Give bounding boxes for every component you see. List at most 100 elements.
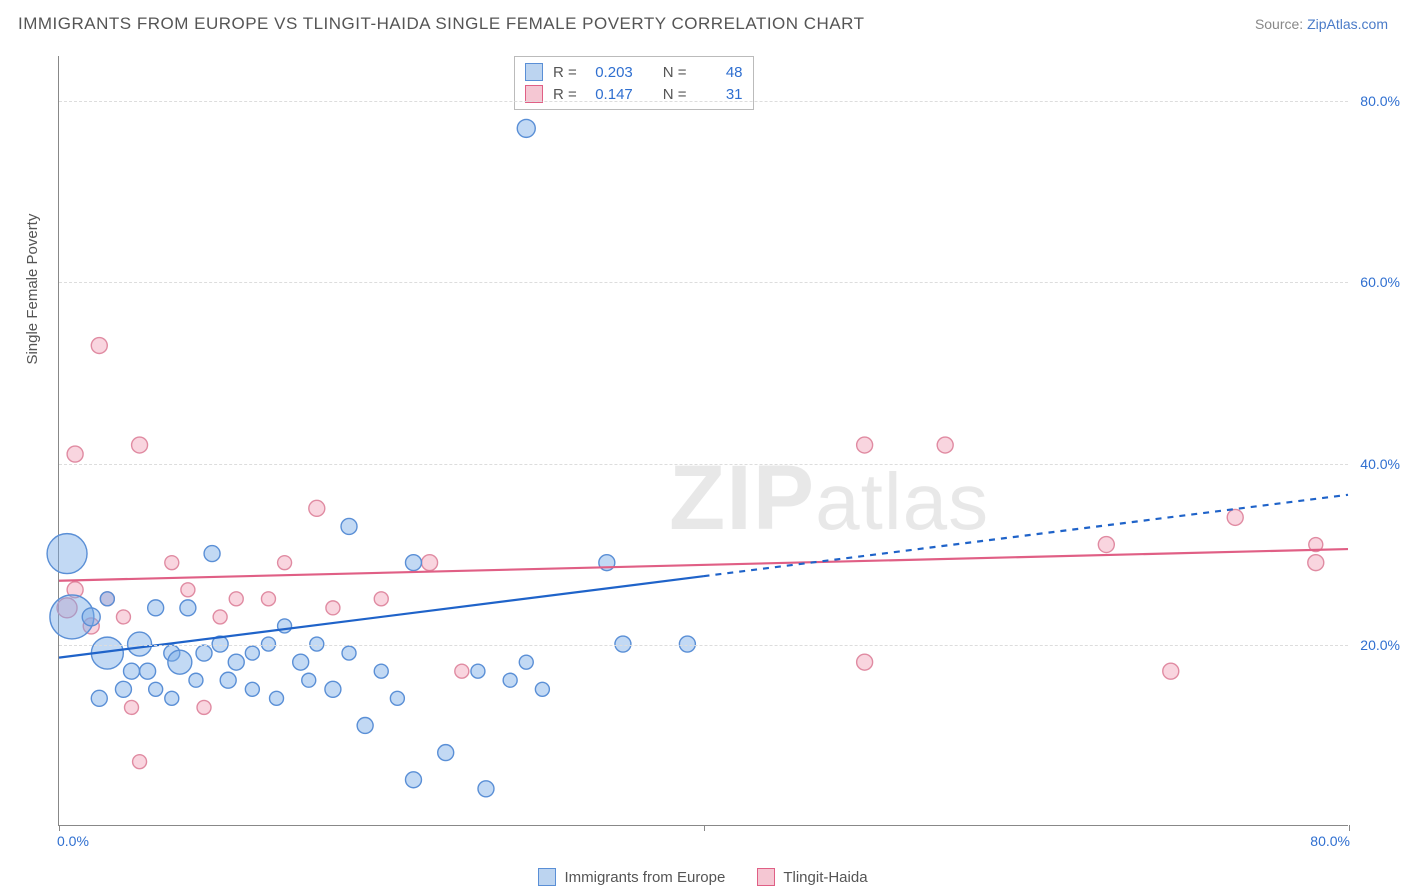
- data-point-europe: [302, 673, 316, 687]
- data-point-europe: [100, 592, 114, 606]
- r-label: R =: [553, 86, 577, 103]
- data-point-europe: [341, 518, 357, 534]
- data-point-europe: [204, 546, 220, 562]
- legend-item-tlingit: Tlingit-Haida: [757, 868, 867, 886]
- data-point-tlingit: [133, 755, 147, 769]
- chart-title: IMMIGRANTS FROM EUROPE VS TLINGIT-HAIDA …: [18, 14, 865, 34]
- data-point-tlingit: [374, 592, 388, 606]
- gridline: [59, 101, 1348, 102]
- data-point-europe: [278, 619, 292, 633]
- data-point-tlingit: [261, 592, 275, 606]
- data-point-europe: [168, 650, 192, 674]
- swatch-europe: [525, 63, 543, 81]
- n-value-tlingit: 31: [697, 86, 743, 103]
- data-point-tlingit: [278, 556, 292, 570]
- data-point-tlingit: [125, 700, 139, 714]
- source-link[interactable]: ZipAtlas.com: [1307, 16, 1388, 32]
- data-point-tlingit: [937, 437, 953, 453]
- x-tick-mark: [59, 825, 60, 831]
- data-point-europe: [148, 600, 164, 616]
- data-point-tlingit: [1308, 555, 1324, 571]
- data-point-europe: [438, 745, 454, 761]
- legend-swatch-europe: [538, 868, 556, 886]
- data-point-tlingit: [326, 601, 340, 615]
- data-point-tlingit: [181, 583, 195, 597]
- series-europe-group: [47, 119, 695, 796]
- y-tick-label: 20.0%: [1360, 637, 1400, 653]
- stats-row-europe: R = 0.203 N = 48: [523, 61, 745, 83]
- data-point-europe: [517, 119, 535, 137]
- data-point-europe: [405, 555, 421, 571]
- data-point-europe: [357, 717, 373, 733]
- y-tick-label: 80.0%: [1360, 93, 1400, 109]
- r-value-europe: 0.203: [587, 64, 633, 81]
- data-point-tlingit: [229, 592, 243, 606]
- data-point-tlingit: [91, 338, 107, 354]
- trend-line-europe-extrapolated: [704, 495, 1349, 576]
- chart-header: IMMIGRANTS FROM EUROPE VS TLINGIT-HAIDA …: [0, 0, 1406, 48]
- data-point-europe: [519, 655, 533, 669]
- legend-swatch-tlingit: [757, 868, 775, 886]
- data-point-europe: [405, 772, 421, 788]
- data-point-europe: [270, 691, 284, 705]
- plot-area: ZIPatlas R = 0.203 N = 48 R = 0.147 N = …: [58, 56, 1348, 826]
- data-point-europe: [478, 781, 494, 797]
- data-point-tlingit: [116, 610, 130, 624]
- data-point-tlingit: [857, 437, 873, 453]
- data-point-europe: [180, 600, 196, 616]
- data-point-tlingit: [213, 610, 227, 624]
- data-point-tlingit: [165, 556, 179, 570]
- data-point-europe: [342, 646, 356, 660]
- data-point-europe: [374, 664, 388, 678]
- x-tick-right: 80.0%: [1310, 833, 1350, 849]
- gridline: [59, 645, 1348, 646]
- data-point-tlingit: [309, 500, 325, 516]
- data-point-europe: [124, 663, 140, 679]
- n-label: N =: [663, 86, 687, 103]
- n-label: N =: [663, 64, 687, 81]
- source-prefix: Source:: [1255, 16, 1307, 32]
- data-point-europe: [245, 682, 259, 696]
- data-point-europe: [220, 672, 236, 688]
- data-point-europe: [47, 534, 87, 574]
- data-point-tlingit: [1227, 509, 1243, 525]
- data-point-europe: [165, 691, 179, 705]
- legend-label-europe: Immigrants from Europe: [564, 869, 725, 886]
- x-tick-mark: [1349, 825, 1350, 831]
- bottom-legend: Immigrants from Europe Tlingit-Haida: [0, 868, 1406, 886]
- gridline: [59, 464, 1348, 465]
- data-point-tlingit: [422, 555, 438, 571]
- trend-lines-group: [59, 495, 1348, 658]
- data-point-europe: [503, 673, 517, 687]
- data-point-tlingit: [1163, 663, 1179, 679]
- data-point-europe: [115, 681, 131, 697]
- data-point-tlingit: [197, 700, 211, 714]
- source-attribution: Source: ZipAtlas.com: [1255, 16, 1388, 32]
- data-point-europe: [293, 654, 309, 670]
- legend-item-europe: Immigrants from Europe: [538, 868, 725, 886]
- data-point-tlingit: [455, 664, 469, 678]
- data-point-europe: [535, 682, 549, 696]
- y-tick-label: 40.0%: [1360, 456, 1400, 472]
- x-tick-mark: [704, 825, 705, 831]
- chart-svg: [59, 56, 1348, 825]
- data-point-tlingit: [132, 437, 148, 453]
- n-value-europe: 48: [697, 64, 743, 81]
- data-point-tlingit: [857, 654, 873, 670]
- x-tick-left: 0.0%: [57, 833, 89, 849]
- r-value-tlingit: 0.147: [587, 86, 633, 103]
- data-point-europe: [471, 664, 485, 678]
- data-point-europe: [245, 646, 259, 660]
- data-point-europe: [140, 663, 156, 679]
- data-point-tlingit: [67, 446, 83, 462]
- legend-label-tlingit: Tlingit-Haida: [783, 869, 867, 886]
- data-point-europe: [91, 690, 107, 706]
- r-label: R =: [553, 64, 577, 81]
- data-point-europe: [196, 645, 212, 661]
- y-tick-label: 60.0%: [1360, 274, 1400, 290]
- data-point-europe: [325, 681, 341, 697]
- y-axis-label: Single Female Poverty: [24, 214, 41, 365]
- data-point-europe: [228, 654, 244, 670]
- data-point-europe: [82, 608, 100, 626]
- data-point-europe: [149, 682, 163, 696]
